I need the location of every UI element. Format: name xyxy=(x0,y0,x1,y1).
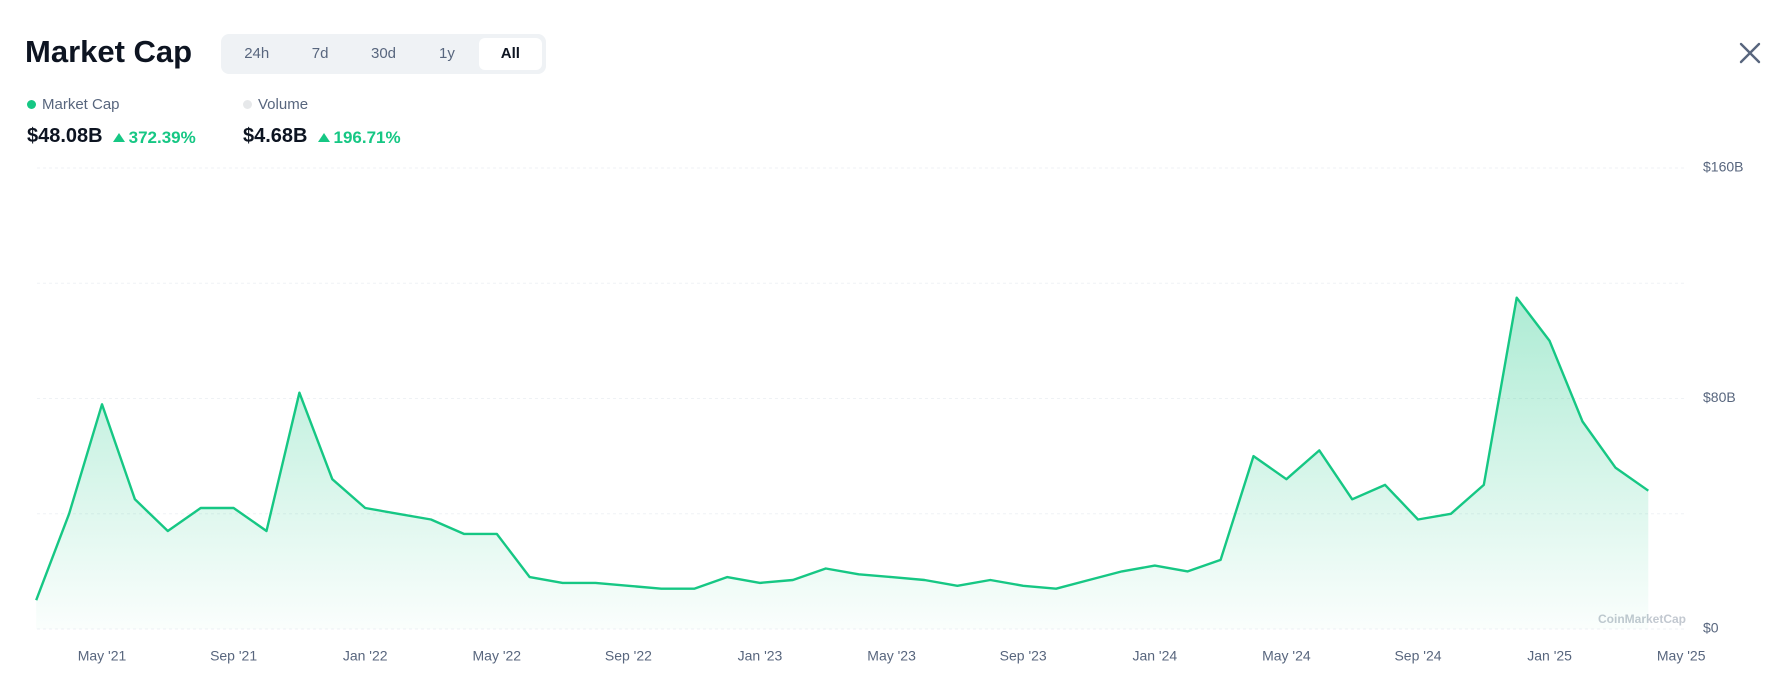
x-tick-label: May '21 xyxy=(78,648,127,664)
up-arrow xyxy=(112,133,125,142)
x-tick-label: Sep '24 xyxy=(1394,648,1441,664)
x-tick-label: Jan '25 xyxy=(1527,648,1572,664)
stat-change: 196.71% xyxy=(317,127,401,148)
x-tick-label: May '23 xyxy=(867,648,916,664)
stat-value: $4.68B xyxy=(243,125,308,147)
y-tick-label: $160B xyxy=(1703,159,1743,175)
stat: $48.08B 372.39% xyxy=(27,125,196,148)
up-arrow xyxy=(317,133,330,142)
y-tick-label: $0 xyxy=(1703,620,1719,636)
x-tick-label: Sep '21 xyxy=(210,648,257,664)
change-text: 196.71% xyxy=(333,127,401,147)
x-tick-label: May '25 xyxy=(1657,648,1706,664)
legend-item: Market Cap xyxy=(27,96,120,113)
change-text: 372.39% xyxy=(128,127,196,147)
x-tick-label: Sep '23 xyxy=(1000,648,1047,664)
x-tick-label: May '24 xyxy=(1262,648,1311,664)
close-button[interactable] xyxy=(1737,40,1763,66)
legend-item: Volume xyxy=(243,96,308,113)
y-tick-label: $80B xyxy=(1703,389,1736,405)
range-tab[interactable]: 7d xyxy=(311,45,329,62)
stat-change: 372.39% xyxy=(112,127,196,148)
legend-dot xyxy=(27,100,36,109)
range-tab[interactable]: All xyxy=(478,38,543,70)
legend-dot xyxy=(243,100,252,109)
x-tick-label: May '22 xyxy=(473,648,522,664)
line xyxy=(35,296,1649,601)
x-tick-label: Jan '22 xyxy=(343,648,388,664)
legend-label: Volume xyxy=(258,96,309,113)
x-tick-label: Sep '22 xyxy=(605,648,652,664)
stat-value: $48.08B xyxy=(27,125,103,147)
stat: $4.68B 196.71% xyxy=(243,125,401,148)
range-tab[interactable]: 24h xyxy=(244,45,270,62)
range-tab[interactable]: 30d xyxy=(371,45,397,62)
area-fill xyxy=(36,297,1649,629)
title: Market Cap xyxy=(25,34,193,69)
range-tabs: 24h 7d 30d 1y All xyxy=(221,34,546,74)
x-tick-label: Jan '24 xyxy=(1132,648,1177,664)
range-tab[interactable]: 1y xyxy=(439,45,455,62)
legend-label: Market Cap xyxy=(42,96,120,113)
x-tick-label: Jan '23 xyxy=(738,648,783,664)
